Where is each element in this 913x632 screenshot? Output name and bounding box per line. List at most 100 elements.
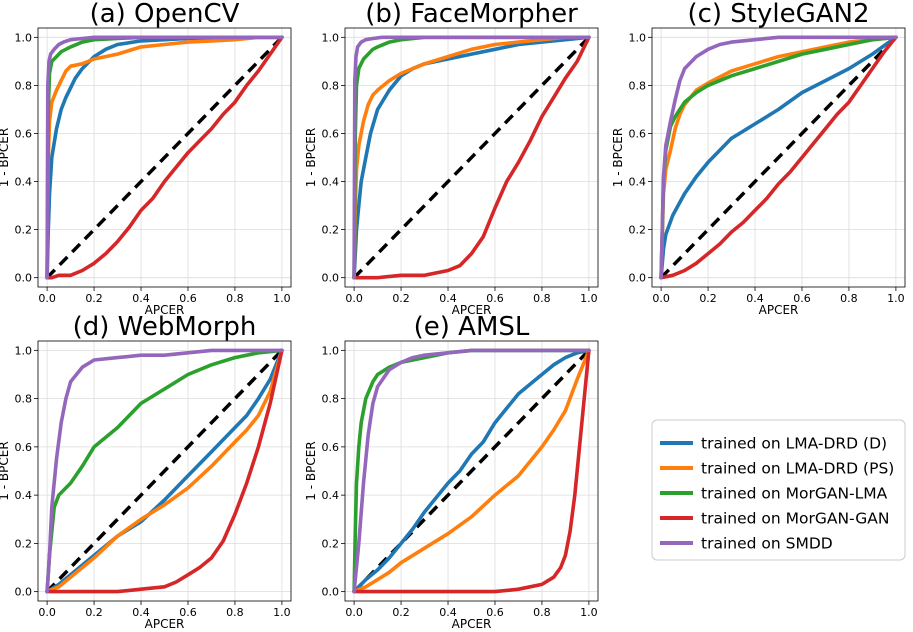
roc-curve [45, 348, 284, 594]
y-tick-label: 1.0 [629, 31, 647, 44]
y-tick-label: 0.4 [15, 176, 33, 189]
chance-diagonal [352, 36, 591, 279]
x-tick-label: 0.6 [793, 292, 811, 305]
x-tick-label: 0.4 [132, 292, 150, 305]
x-tick-label: 0.2 [392, 606, 410, 619]
x-tick-label: 0.6 [486, 606, 504, 619]
y-axis-label: 1 - BPCER [304, 441, 318, 500]
roc-curve [659, 35, 898, 280]
roc-curve [659, 35, 898, 280]
plot-frame [651, 27, 906, 288]
y-tick-label: 1.0 [322, 31, 340, 44]
y-axis-label: 1 - BPCER [611, 128, 625, 187]
y-tick-label: 0.6 [629, 127, 647, 140]
legend-label: trained on MorGAN-GAN [701, 510, 889, 528]
x-tick-label: 0.6 [179, 292, 197, 305]
x-tick-label: 0.6 [179, 606, 197, 619]
x-tick-label: 1.0 [273, 606, 291, 619]
y-tick-label: 0.8 [15, 393, 33, 406]
x-tick-label: 0.0 [345, 292, 363, 305]
y-axis-label: 1 - BPCER [304, 128, 318, 187]
y-tick-label: 0.0 [629, 272, 647, 285]
y-tick-label: 0.4 [629, 176, 647, 189]
x-tick-label: 0.2 [699, 292, 717, 305]
y-tick-label: 0.0 [322, 272, 340, 285]
y-tick-label: 0.2 [629, 224, 647, 237]
roc-panel: 0.0 0.0 0.2 0.2 0.4 0.4 0.6 0.6 0.8 0.8 1.0 1.0 APCE… [304, 312, 599, 631]
panel-title: (c) StyleGAN2 [687, 0, 869, 29]
plot-frame [344, 27, 599, 288]
roc-curve [352, 348, 591, 594]
x-tick-label: 1.0 [580, 606, 598, 619]
y-tick-label: 1.0 [15, 31, 33, 44]
y-tick-label: 0.0 [15, 586, 33, 599]
y-tick-label: 0.6 [322, 441, 340, 454]
roc-curve [45, 35, 284, 280]
roc-curve [659, 35, 898, 280]
legend-label: trained on LMA-DRD (PS) [701, 460, 894, 478]
x-tick-label: 1.0 [887, 292, 905, 305]
roc-curve [45, 348, 284, 594]
x-tick-label: 0.4 [746, 292, 764, 305]
roc-panel: 0.0 0.0 0.2 0.2 0.4 0.4 0.6 0.6 0.8 0.8 1.0 1.0 APCE… [0, 312, 292, 631]
y-tick-label: 0.2 [322, 537, 340, 550]
y-tick-label: 0.0 [322, 586, 340, 599]
y-tick-label: 0.8 [629, 79, 647, 92]
x-tick-label: 1.0 [580, 292, 598, 305]
x-tick-label: 0.4 [439, 292, 457, 305]
y-tick-label: 0.8 [322, 393, 340, 406]
panel-title: (e) AMSL [414, 312, 530, 342]
legend-label: trained on SMDD [701, 535, 833, 553]
roc-curve [45, 348, 284, 594]
y-tick-label: 0.4 [322, 176, 340, 189]
panel-title: (d) WebMorph [73, 312, 257, 342]
roc-curve [45, 35, 284, 280]
chance-diagonal [659, 36, 898, 279]
panel-title: (b) FaceMorpher [365, 0, 578, 29]
x-axis-label: APCER [759, 303, 799, 317]
legend-box [651, 419, 906, 561]
x-tick-label: 0.0 [345, 606, 363, 619]
chance-diagonal [45, 36, 284, 279]
x-axis-label: APCER [145, 303, 185, 317]
x-tick-label: 0.8 [226, 606, 244, 619]
roc-curve [659, 35, 898, 280]
y-tick-label: 0.2 [322, 224, 340, 237]
y-tick-label: 0.6 [15, 127, 33, 140]
y-tick-label: 0.2 [15, 537, 33, 550]
roc-panel: 0.0 0.0 0.2 0.2 0.4 0.4 0.6 0.6 0.8 0.8 1.0 1.0 APCE… [304, 0, 599, 317]
roc-curve [352, 35, 591, 280]
x-tick-label: 0.4 [439, 606, 457, 619]
x-tick-label: 0.2 [85, 292, 103, 305]
roc-curve [352, 348, 591, 594]
y-tick-label: 0.0 [15, 272, 33, 285]
roc-panel: 0.0 0.0 0.2 0.2 0.4 0.4 0.6 0.6 0.8 0.8 1.0 1.0 APCE… [0, 0, 292, 317]
y-tick-label: 1.0 [15, 344, 33, 357]
x-tick-label: 0.2 [85, 606, 103, 619]
x-tick-label: 0.8 [840, 292, 858, 305]
plot-frame [37, 340, 292, 602]
x-tick-label: 0.8 [226, 292, 244, 305]
y-axis-label: 1 - BPCER [0, 441, 11, 500]
plot-frame [344, 340, 599, 602]
roc-curve [352, 35, 591, 280]
x-tick-label: 0.0 [38, 606, 56, 619]
x-axis-label: APCER [145, 617, 185, 631]
y-axis-label: 1 - BPCER [0, 128, 11, 187]
roc-curve [352, 348, 591, 594]
x-tick-label: 0.8 [533, 292, 551, 305]
legend-label: trained on LMA-DRD (D) [701, 435, 887, 453]
x-tick-label: 0.6 [486, 292, 504, 305]
roc-curve [352, 348, 591, 594]
roc-curve [352, 35, 591, 280]
roc-curve [45, 35, 284, 280]
legend-label: trained on MorGAN-LMA [701, 485, 888, 503]
x-tick-label: 0.4 [132, 606, 150, 619]
x-tick-label: 1.0 [273, 292, 291, 305]
x-axis-label: APCER [452, 303, 492, 317]
roc-curve [45, 348, 284, 594]
plot-frame [37, 27, 292, 288]
y-tick-label: 0.2 [15, 224, 33, 237]
roc-curve [45, 348, 284, 594]
